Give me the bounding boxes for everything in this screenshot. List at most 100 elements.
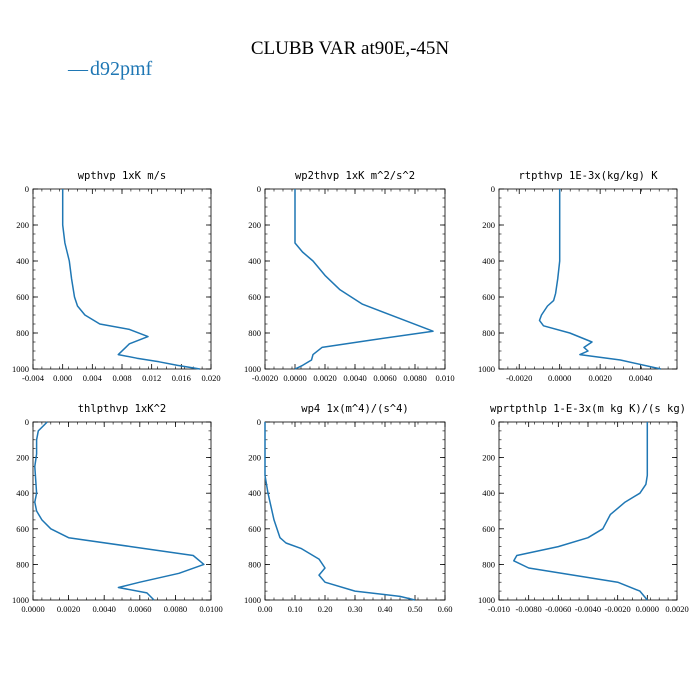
x-tick-label: 0.00 — [258, 604, 273, 614]
y-tick-label: 0 — [491, 184, 495, 194]
y-tick-label: 600 — [482, 524, 495, 534]
x-tick-label: 0.0000 — [548, 373, 571, 383]
y-tick-label: 1000 — [244, 595, 261, 605]
series-line-d92pmf — [538, 189, 661, 370]
x-tick-label: -0.0020 — [605, 604, 631, 614]
panel-3: rtpthvp 1E-3x(kg/kg) K -0.0020 0.0000 0.002… — [478, 170, 678, 383]
y-tick-label: 400 — [248, 256, 261, 266]
y-tick-label: 0 — [491, 417, 495, 427]
x-tick-label: 0.0060 — [373, 373, 396, 383]
x-tick-label: 0.020 — [201, 373, 220, 383]
series-line-d92pmf — [34, 421, 205, 601]
x-tick-label: -0.004 — [22, 373, 45, 383]
x-tick-label: 0.0040 — [93, 604, 116, 614]
x-tick-label: 0.004 — [83, 373, 103, 383]
y-tick-label: 400 — [482, 488, 495, 498]
x-tick-label: 0.30 — [348, 604, 363, 614]
y-tick-label: 0 — [25, 184, 29, 194]
x-tick-label: -0.0020 — [506, 373, 532, 383]
y-tick-label: 1000 — [12, 595, 29, 605]
x-tick-label: 0.20 — [318, 604, 333, 614]
y-tick-label: 0 — [257, 184, 261, 194]
series-line-d92pmf — [264, 422, 416, 601]
x-tick-label: 0.40 — [378, 604, 393, 614]
figure-title: CLUBB VAR at90E,-45N — [251, 38, 450, 59]
y-tick-label: 200 — [16, 453, 29, 463]
x-tick-label: 0.008 — [112, 373, 131, 383]
y-tick-label: 800 — [248, 328, 261, 338]
x-tick-label: -0.010 — [488, 604, 510, 614]
y-tick-label: 800 — [248, 559, 261, 569]
y-tick-label: 0 — [25, 417, 29, 427]
y-tick-label: 600 — [248, 524, 261, 534]
x-tick-label: 0.0040 — [343, 373, 366, 383]
y-tick-label: 400 — [248, 488, 261, 498]
x-tick-label: 0.0080 — [164, 604, 187, 614]
y-tick-label: 600 — [482, 292, 495, 302]
x-tick-label: 0.0100 — [199, 604, 222, 614]
panel-title: thlpthvp 1xK^2 — [78, 403, 167, 415]
panel-5: wp4 1x(m^4)/(s^4) 0.00 0.10 0.20 0.30 0.40 0.5… — [244, 403, 452, 614]
legend-marker: — — [67, 58, 89, 80]
x-tick-label: 0.60 — [438, 604, 453, 614]
y-tick-label: 1000 — [244, 364, 261, 374]
panel-title: wp4 1x(m^4)/(s^4) — [301, 403, 408, 415]
y-tick-label: 800 — [482, 328, 495, 338]
series-line-d92pmf — [294, 189, 434, 370]
y-tick-label: 0 — [257, 417, 261, 427]
x-tick-label: 0.0080 — [403, 373, 426, 383]
x-tick-label: 0.0000 — [636, 604, 659, 614]
y-tick-label: 600 — [248, 292, 261, 302]
y-tick-label: 1000 — [478, 595, 495, 605]
y-tick-label: 1000 — [12, 364, 29, 374]
x-tick-label: 0.0040 — [629, 373, 652, 383]
x-tick-label: 0.0020 — [588, 373, 611, 383]
legend-label: d92pmf — [90, 58, 153, 80]
panel-4: thlpthvp 1xK^2 0.0000 0.0020 0.0040 0.0060 0.… — [12, 403, 223, 614]
y-tick-label: 200 — [482, 220, 495, 230]
x-tick-label: 0.0020 — [313, 373, 336, 383]
y-tick-label: 600 — [16, 292, 29, 302]
x-tick-label: 0.0000 — [283, 373, 306, 383]
y-tick-label: 800 — [16, 559, 29, 569]
panel-title: wp2thvp 1xK m^2/s^2 — [295, 170, 415, 182]
x-tick-label: -0.0040 — [575, 604, 601, 614]
y-tick-label: 400 — [16, 488, 29, 498]
x-tick-label: 0.000 — [53, 373, 72, 383]
x-tick-label: 0.0060 — [128, 604, 151, 614]
x-tick-label: 0.016 — [172, 373, 191, 383]
y-tick-label: 800 — [482, 559, 495, 569]
legend: — d92pmf — [67, 58, 153, 80]
y-tick-label: 200 — [248, 453, 261, 463]
plot-frame — [498, 421, 678, 601]
y-tick-label: 400 — [16, 256, 29, 266]
panel-6: wprtpthlp 1-E-3x(m kg K)/(s kg) -0.010 -0.… — [478, 403, 689, 614]
x-tick-label: 0.010 — [435, 373, 454, 383]
plot-frame — [264, 421, 446, 601]
plot-frame — [498, 188, 678, 370]
plot-frame — [32, 188, 212, 370]
y-tick-label: 200 — [16, 220, 29, 230]
y-tick-label: 800 — [16, 328, 29, 338]
panel-1: wpthvp 1xK m/s -0.004 0.000 0.004 0.008 0.012… — [12, 170, 221, 383]
x-tick-label: -0.0020 — [252, 373, 278, 383]
series-line-d92pmf — [513, 422, 649, 601]
x-tick-label: -0.0060 — [545, 604, 571, 614]
chart-panels: wpthvp 1xK m/s-0.004 0.000 0.004 0.008 0.012… — [12, 170, 689, 614]
y-tick-label: 200 — [248, 220, 261, 230]
x-tick-label: 0.0020 — [665, 604, 688, 614]
panel-title: rtpthvp 1E-3x(kg/kg) K — [518, 170, 658, 182]
plot-frame — [32, 421, 212, 601]
series-line-d92pmf — [61, 189, 201, 370]
y-tick-label: 600 — [16, 524, 29, 534]
x-tick-label: 0.10 — [288, 604, 303, 614]
panel-title: wprtpthlp 1-E-3x(m kg K)/(s kg) — [490, 403, 686, 415]
y-tick-label: 1000 — [478, 364, 495, 374]
y-tick-label: 200 — [482, 453, 495, 463]
panel-title: wpthvp 1xK m/s — [78, 170, 167, 182]
x-tick-label: 0.50 — [408, 604, 423, 614]
x-tick-label: 0.0020 — [57, 604, 80, 614]
panel-2: wp2thvp 1xK m^2/s^2 -0.0020 0.0000 0.0020 0.… — [244, 170, 455, 383]
x-tick-label: -0.0080 — [516, 604, 542, 614]
